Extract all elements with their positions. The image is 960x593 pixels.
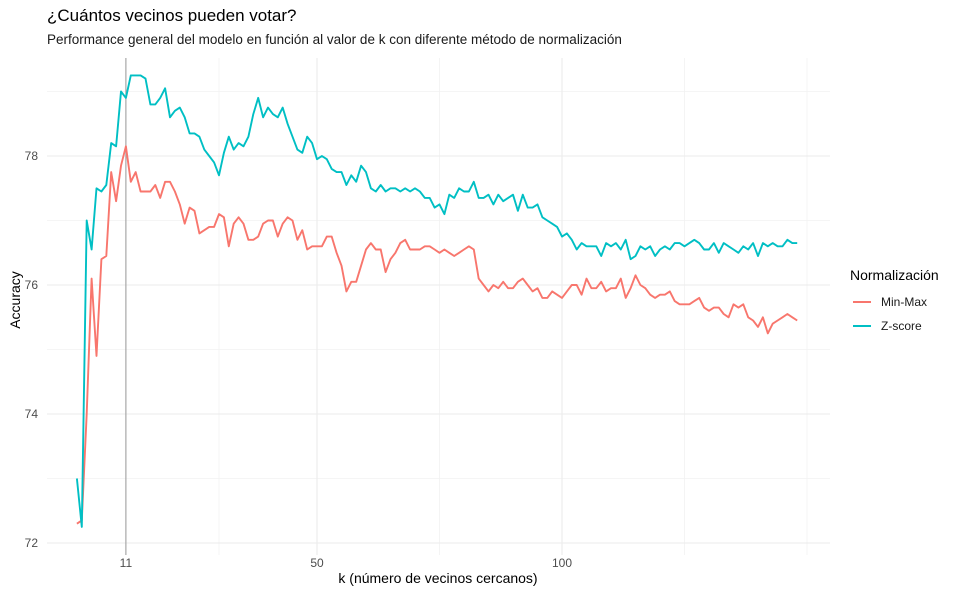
x-tick-label: 11: [120, 556, 133, 570]
series-line-z-score: [75, 74, 798, 528]
x-axis-title: k (número de vecinos cercanos): [338, 570, 537, 586]
major-gridlines: [47, 58, 830, 555]
y-axis-title: Accuracy: [7, 271, 23, 329]
legend-label: Min-Max: [881, 295, 927, 309]
y-tick-label: 72: [25, 536, 39, 550]
series-lines: [75, 74, 798, 528]
y-tick-label: 74: [25, 407, 39, 421]
x-axis-ticks: 11 50 100: [120, 556, 573, 570]
minor-gridlines: [47, 58, 830, 555]
legend-title: Normalización: [850, 267, 939, 283]
legend-label: Z-score: [881, 319, 922, 333]
chart-subtitle: Performance general del modelo en funció…: [47, 32, 622, 47]
chart-title: ¿Cuántos vecinos pueden votar?: [47, 6, 297, 25]
y-axis-ticks: 72 74 76 78: [25, 149, 39, 550]
legend: Normalización Min-Max Z-score: [850, 267, 939, 333]
x-tick-label: 100: [552, 556, 572, 570]
series-line-min-max: [76, 145, 798, 525]
y-tick-label: 78: [25, 149, 39, 163]
x-tick-label: 50: [310, 556, 324, 570]
y-tick-label: 76: [25, 278, 39, 292]
